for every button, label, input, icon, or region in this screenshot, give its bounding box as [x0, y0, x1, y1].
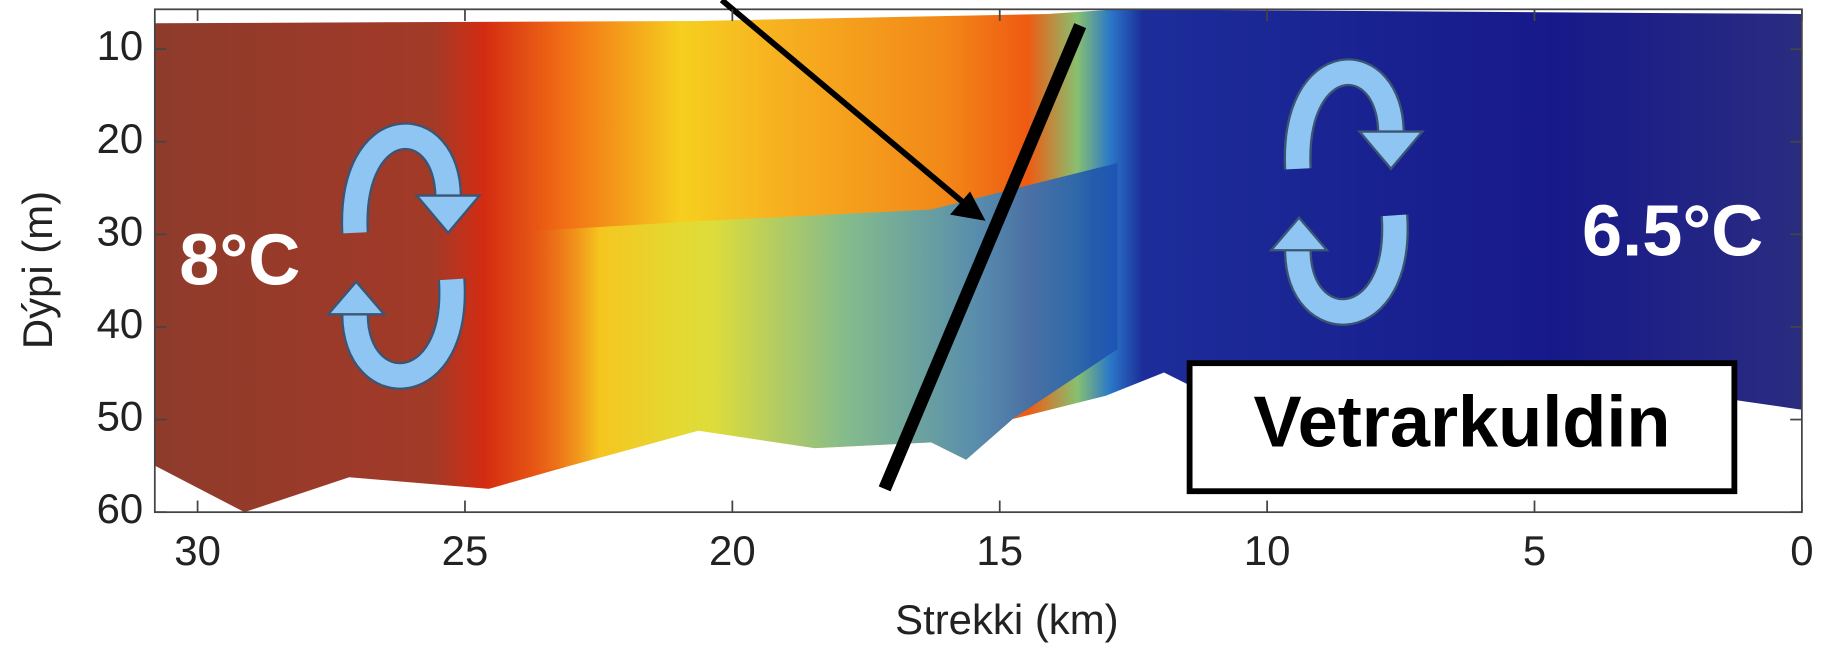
front-line — [878, 23, 1087, 492]
annotation: 6.5°C — [1582, 191, 1763, 271]
x-tick-label: 20 — [709, 527, 756, 574]
plot: 8°C 6.5°C Vetrarkuldin Strekki (km) Dýpi… — [14, 0, 1814, 643]
circulation-arrowhead — [414, 194, 483, 235]
x-tick-label: 5 — [1523, 527, 1546, 574]
y-tick-label: 30 — [97, 207, 144, 254]
y-tick-label: 50 — [97, 393, 144, 440]
axes-frame — [153, 8, 1803, 514]
x-tick-label: 0 — [1790, 527, 1813, 574]
y-tick-label: 40 — [97, 300, 144, 347]
x-tick-label: 10 — [1244, 527, 1291, 574]
circulation-arrow — [1286, 60, 1403, 170]
pointer-arrowhead — [950, 191, 986, 221]
y-tick-label: 10 — [97, 22, 144, 69]
temperature-field-deep — [500, 162, 1118, 478]
x-tick-label: 30 — [174, 527, 221, 574]
annotation: Vetrarkuldin — [1253, 382, 1670, 462]
y-axis-label: Dýpi (m) — [14, 191, 61, 349]
circulation-arrow — [343, 124, 460, 234]
pointer-arrow — [719, 0, 968, 208]
circulation-arrow — [343, 278, 464, 388]
annotation: 8°C — [179, 220, 300, 300]
x-tick-label: 15 — [976, 527, 1023, 574]
x-axis-label: Strekki (km) — [895, 596, 1118, 643]
x-tick-label: 25 — [442, 527, 489, 574]
y-tick-label: 60 — [97, 485, 144, 532]
annotation-box — [1186, 360, 1738, 495]
circulation-arrowhead — [1357, 130, 1425, 171]
circulation-arrowhead — [325, 279, 387, 316]
y-tick-label: 20 — [97, 115, 144, 162]
circulation-arrowhead — [1268, 215, 1330, 252]
circulation-arrow — [1286, 214, 1407, 324]
